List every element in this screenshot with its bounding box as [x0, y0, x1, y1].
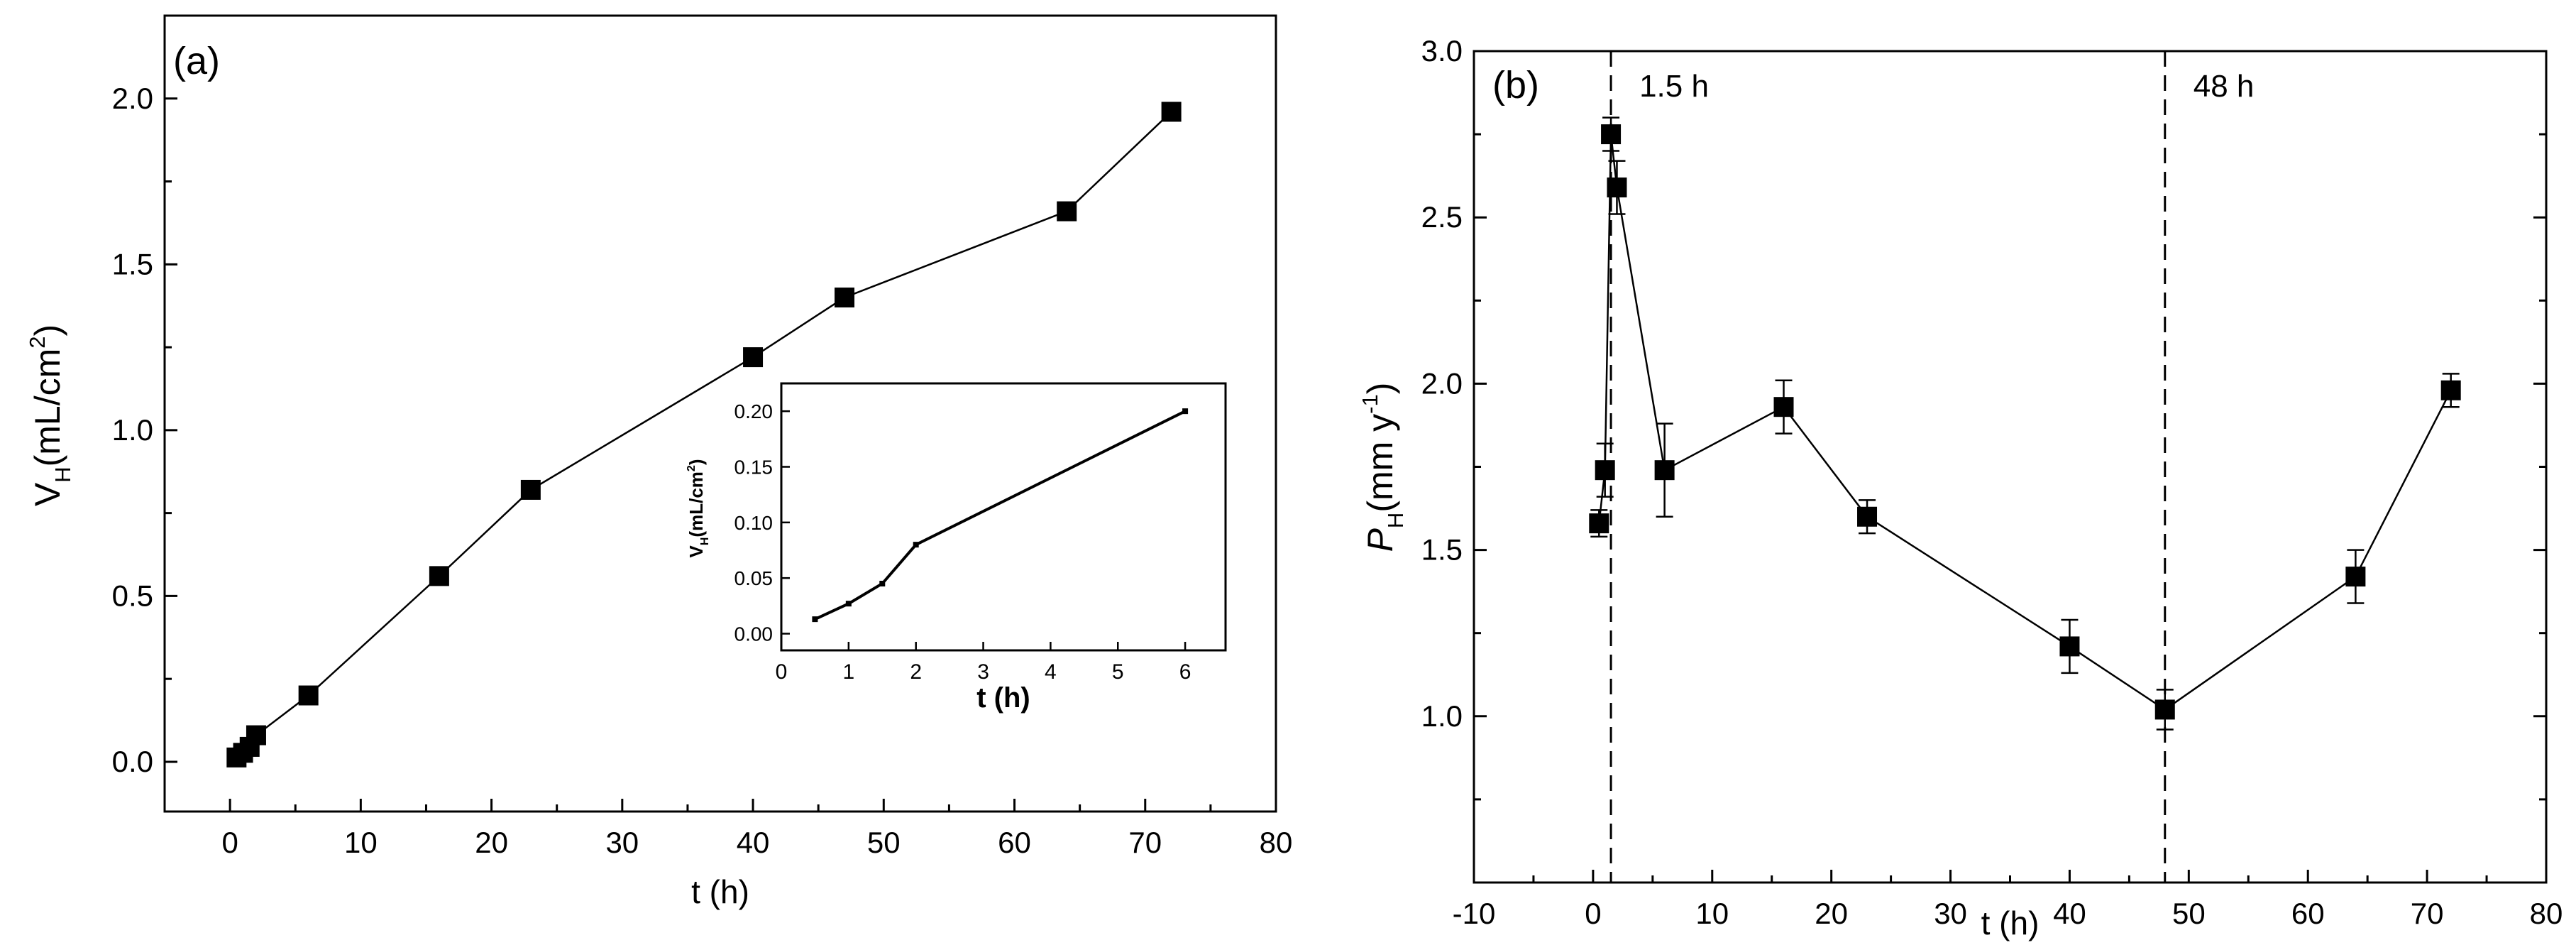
x-tick-label-a: 80	[1260, 826, 1293, 859]
data-point-b	[1601, 124, 1622, 145]
inset-data-point	[845, 601, 852, 607]
panel-label-a: (a)	[173, 40, 220, 82]
y-tick-label-b: 2.5	[1421, 200, 1463, 234]
data-point-b	[2059, 636, 2080, 657]
data-point-a	[429, 566, 449, 586]
inset-y-tick-label: 0.05	[734, 567, 774, 589]
data-point-a	[835, 288, 855, 308]
chart-b: -10 0 10 20 30 40 50 60 70 80 1.0 1.5 2.0 2.5 3.0 t (h)…	[1358, 34, 2563, 941]
x-axis-label-b: t (h)	[1981, 905, 2040, 941]
x-tick-label-a: 10	[344, 826, 378, 859]
data-point-a	[743, 347, 764, 368]
x-tick-label-a: 70	[1128, 826, 1162, 859]
x-tick-label-b: 40	[2053, 897, 2086, 930]
data-point-a	[520, 479, 541, 500]
data-point-b	[1607, 177, 1627, 198]
inset-x-tick-label: 5	[1112, 660, 1124, 684]
inset-x-tick-label: 3	[977, 660, 989, 684]
x-tick-label-b: 10	[1695, 897, 1729, 930]
inset-frame	[780, 382, 1227, 652]
inset-x-tick-label: 4	[1045, 660, 1057, 684]
data-point-a	[246, 725, 266, 745]
data-point-a	[1057, 201, 1077, 222]
x-tick-label-b: -10	[1453, 897, 1496, 930]
y-axis-label-a: VH(mL/cm2)	[25, 324, 75, 506]
x-tick-label-b: 70	[2411, 897, 2444, 930]
data-point-a	[1161, 102, 1182, 122]
x-tick-label-a: 40	[737, 826, 770, 859]
x-tick-label-b: 30	[1934, 897, 1967, 930]
y-tick-label-a: 2.0	[112, 82, 153, 115]
data-point-b	[1773, 397, 1794, 417]
chart-a: 0 10 20 30 40 50 60 70 800.00.51.01.52.0t (h)VH(…	[25, 14, 1293, 910]
data-point-a	[298, 685, 319, 706]
data-point-b	[1654, 460, 1675, 481]
inset-data-point	[812, 616, 818, 623]
y-tick-label-b: 3.0	[1421, 34, 1463, 67]
inset-y-tick-label: 0.15	[734, 457, 774, 479]
data-point-b	[1589, 513, 1609, 534]
x-tick-label-a: 50	[867, 826, 901, 859]
inset-y-axis-label: VH(mL/cm2)	[685, 459, 711, 557]
reference-line-label: 48 h	[2194, 69, 2255, 104]
y-axis-label-b: PH(mm y-1)	[1358, 383, 1408, 552]
inset-x-tick-label: 0	[776, 660, 788, 684]
data-point-b	[1857, 506, 1878, 527]
inset-x-tick-label: 2	[910, 660, 922, 684]
y-tick-label-a: 1.5	[112, 247, 153, 280]
inset-y-tick-label: 0.00	[734, 623, 774, 645]
data-point-b	[2440, 380, 2461, 400]
plot-frame-a	[163, 14, 1277, 813]
x-tick-label-a: 0	[221, 826, 238, 859]
data-point-b	[2154, 699, 2175, 720]
x-tick-label-b: 20	[1815, 897, 1848, 930]
inset-x-tick-label: 6	[1179, 660, 1191, 684]
x-tick-label-a: 30	[605, 826, 639, 859]
data-point-b	[1595, 460, 1615, 481]
inset-chart: 0 1 2 3 4 5 6 0.00 0.05 0.10 0.15 0.20 t (h) VH(mL/cm…	[685, 382, 1227, 714]
inset-data-point	[879, 581, 886, 586]
inset-y-tick-label: 0.20	[734, 400, 774, 422]
x-axis-label-a: t (h)	[691, 873, 749, 910]
y-tick-label-a: 0.5	[112, 579, 153, 612]
y-tick-label-b: 1.0	[1421, 699, 1463, 733]
x-tick-label-a: 60	[998, 826, 1031, 859]
x-tick-label-b: 50	[2172, 897, 2206, 930]
y-tick-label-b: 2.0	[1421, 366, 1463, 400]
inset-data-point	[913, 542, 919, 548]
y-tick-label-a: 1.0	[112, 413, 153, 447]
inset-x-axis-label: t (h)	[976, 682, 1030, 714]
x-tick-label-a: 20	[475, 826, 508, 859]
y-tick-label-b: 1.5	[1421, 533, 1463, 567]
inset-data-point	[1182, 408, 1189, 415]
data-point-b	[2345, 567, 2366, 587]
reference-line-label: 1.5 h	[1639, 69, 1709, 104]
inset-x-tick-label: 1	[843, 660, 855, 684]
x-tick-label-b: 0	[1585, 897, 1601, 930]
panel-label-b: (b)	[1492, 64, 1539, 106]
inset-y-tick-label: 0.10	[734, 512, 774, 534]
y-tick-label-a: 0.0	[112, 745, 153, 778]
x-tick-label-b: 80	[2530, 897, 2563, 930]
x-tick-label-b: 60	[2291, 897, 2325, 930]
